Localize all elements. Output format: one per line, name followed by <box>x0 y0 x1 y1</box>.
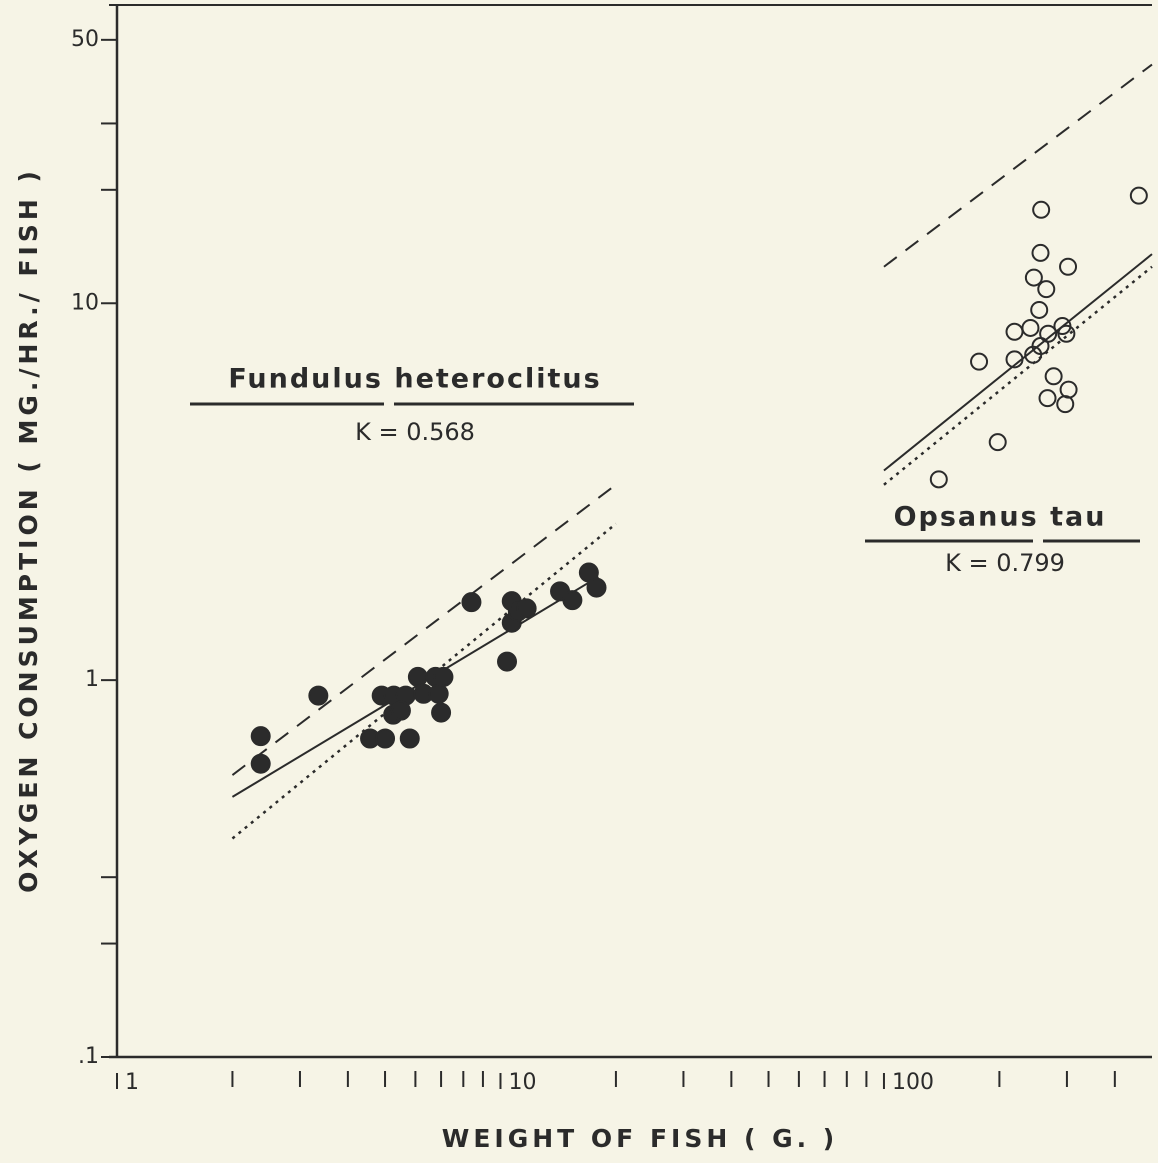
data-point <box>1059 380 1078 399</box>
data-point <box>308 685 329 706</box>
species-label: Opsanus tau <box>894 502 1107 533</box>
data-point <box>562 590 583 611</box>
data-point <box>586 577 607 598</box>
data-point <box>433 666 454 687</box>
data-point <box>407 666 428 687</box>
data-point <box>1059 257 1078 276</box>
data-point <box>1030 300 1049 319</box>
data-point <box>516 598 537 619</box>
data-point <box>1005 350 1024 369</box>
data-point <box>431 702 452 723</box>
fit-line <box>883 63 1153 268</box>
data-point <box>988 433 1007 452</box>
data-point <box>1056 395 1075 414</box>
data-point <box>375 728 396 749</box>
data-point <box>1057 324 1076 343</box>
y-axis-title: OXYGEN CONSUMPTION ( MG./HR./ FISH ) <box>14 167 43 893</box>
data-point <box>1129 186 1148 205</box>
data-point <box>1024 268 1043 287</box>
data-point <box>1005 322 1024 341</box>
y-tick-label: 1 <box>85 667 99 692</box>
y-tick-label: 50 <box>71 27 99 52</box>
data-point <box>399 728 420 749</box>
data-point <box>1032 200 1051 219</box>
data-point <box>250 726 271 747</box>
fit-line <box>231 483 617 776</box>
data-point <box>250 753 271 774</box>
y-tick-label: 10 <box>71 290 99 315</box>
data-point <box>929 470 948 489</box>
data-point <box>428 683 449 704</box>
species-label: Fundulus heteroclitus <box>228 364 601 395</box>
y-tick-label: .1 <box>78 1044 99 1069</box>
x-tick-label: 100 <box>892 1070 934 1095</box>
data-point <box>1021 318 1040 337</box>
x-tick-label: 1 <box>125 1070 139 1095</box>
fit-line <box>883 253 1153 472</box>
x-axis-title: WEIGHT OF FISH ( G. ) <box>442 1124 838 1153</box>
data-point <box>1044 367 1063 386</box>
data-point <box>1039 324 1058 343</box>
data-point <box>1037 280 1056 299</box>
data-point <box>497 651 518 672</box>
fit-line <box>231 575 599 798</box>
data-point <box>461 592 482 613</box>
data-point <box>1031 243 1050 262</box>
k-label: K = 0.568 <box>355 418 475 446</box>
data-point <box>390 700 411 721</box>
data-point <box>1038 389 1057 408</box>
data-point <box>970 352 989 371</box>
fit-line <box>883 265 1153 486</box>
x-tick-label: 10 <box>508 1070 536 1095</box>
k-label: K = 0.799 <box>945 549 1065 577</box>
